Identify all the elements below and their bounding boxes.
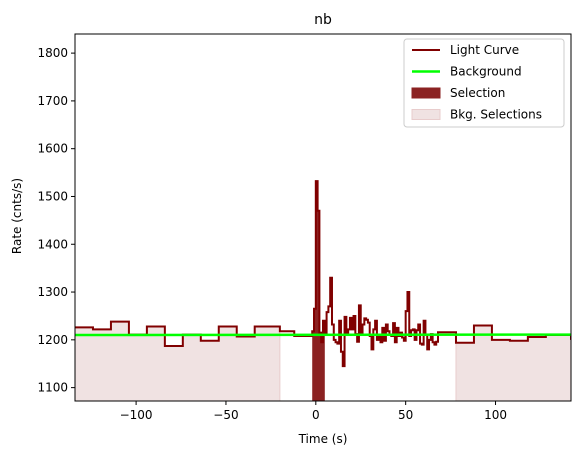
x-tick-label: −50 bbox=[213, 408, 238, 422]
legend-swatch-3 bbox=[412, 110, 440, 120]
x-tick-label: −100 bbox=[120, 408, 153, 422]
y-axis-title: Rate (cnts/s) bbox=[10, 178, 24, 254]
legend-label-1: Background bbox=[450, 65, 522, 79]
y-tick-label: 1300 bbox=[37, 285, 68, 299]
y-tick-label: 1600 bbox=[37, 142, 68, 156]
y-tick-label: 1100 bbox=[37, 381, 68, 395]
y-tick-label: 1700 bbox=[37, 94, 68, 108]
legend-swatch-2 bbox=[412, 88, 440, 98]
legend-label-2: Selection bbox=[450, 86, 505, 100]
x-axis-title: Time (s) bbox=[298, 432, 348, 446]
legend-label-0: Light Curve bbox=[450, 43, 519, 57]
x-tick-label: 50 bbox=[398, 408, 413, 422]
x-tick-label: 100 bbox=[484, 408, 507, 422]
legend-label-3: Bkg. Selections bbox=[450, 108, 542, 122]
y-tick-label: 1500 bbox=[37, 189, 68, 203]
chart-title: nb bbox=[314, 12, 332, 28]
y-tick-label: 1200 bbox=[37, 333, 68, 347]
x-tick-label: 0 bbox=[312, 408, 320, 422]
y-tick-label: 1400 bbox=[37, 237, 68, 251]
legend: Light Curve Background Selection Bkg. Selec… bbox=[404, 39, 564, 127]
y-tick-label: 1800 bbox=[37, 46, 68, 60]
